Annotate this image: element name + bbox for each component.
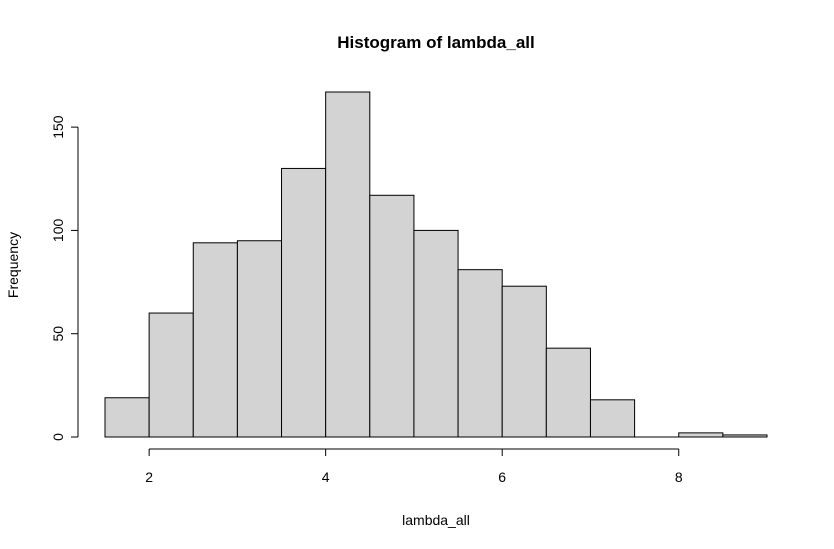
histogram-bar <box>589 399 636 438</box>
histogram-bar <box>104 397 150 438</box>
histogram-bar <box>722 434 768 438</box>
x-axis: 2 4 6 8 <box>145 448 683 485</box>
x-tick-label: 4 <box>322 469 330 485</box>
histogram-bar <box>501 285 547 438</box>
y-axis-label: Frequency <box>5 232 21 298</box>
histogram-bar <box>236 240 283 438</box>
bars-group <box>104 91 768 438</box>
histogram-bar <box>281 167 327 438</box>
histogram-bar <box>413 229 459 438</box>
y-tick-label: 50 <box>50 326 66 342</box>
x-tick-label: 6 <box>498 469 506 485</box>
histogram-bar <box>148 312 194 438</box>
histogram-bar <box>678 432 724 438</box>
y-tick-label: 0 <box>50 433 66 441</box>
histogram-bar <box>192 242 238 438</box>
histogram-bar <box>325 91 371 438</box>
histogram-bar <box>545 347 591 438</box>
y-axis: 0 50 100 150 <box>50 115 79 441</box>
histogram-bar <box>457 269 503 438</box>
x-tick-label: 8 <box>675 469 683 485</box>
histogram-bar <box>369 194 415 438</box>
x-axis-label: lambda_all <box>402 512 470 528</box>
x-tick-label: 2 <box>145 469 153 485</box>
y-tick-label: 100 <box>50 219 66 243</box>
chart-title: Histogram of lambda_all <box>337 33 534 52</box>
y-tick-label: 150 <box>50 115 66 139</box>
